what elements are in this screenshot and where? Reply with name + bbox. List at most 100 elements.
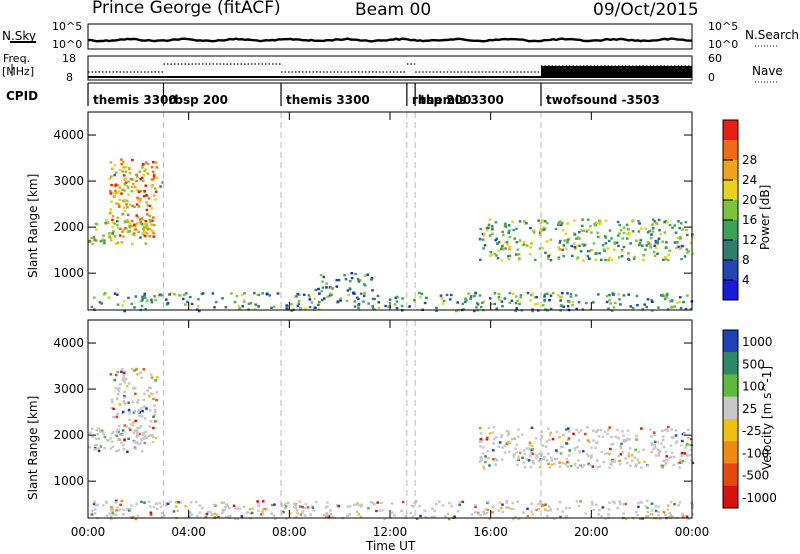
power-cell	[335, 278, 339, 282]
velocity-cell	[113, 378, 117, 382]
velocity-cell	[577, 439, 581, 442]
power-cell	[627, 252, 630, 255]
power-cell	[154, 161, 158, 164]
nave-tick-bottom: 0	[708, 71, 715, 84]
power-cell	[321, 286, 325, 289]
velocity-cell	[415, 499, 418, 503]
velocity-cell	[517, 517, 521, 521]
power-cell	[243, 292, 246, 295]
power-cell	[464, 297, 467, 300]
velocity-cell	[360, 505, 363, 508]
power-cell	[608, 299, 611, 302]
velocity-cell	[119, 508, 122, 511]
power-colorbar-tick-label: 28	[742, 153, 757, 167]
power-cell	[558, 241, 562, 244]
velocity-cell	[531, 461, 535, 464]
velocity-cell	[296, 511, 299, 515]
velocity-cell	[210, 513, 213, 516]
velocity-cell	[116, 412, 119, 416]
power-cell	[508, 247, 511, 251]
velocity-cell	[622, 512, 625, 515]
velocity-cell	[607, 513, 610, 516]
velocity-cell	[598, 509, 601, 512]
power-cell	[122, 300, 126, 303]
power-cell	[639, 239, 643, 242]
velocity-cell	[599, 428, 603, 432]
power-colorbar-tick-label: 20	[742, 193, 757, 207]
power-cell	[668, 249, 671, 252]
velocity-cell	[257, 502, 260, 505]
velocity-cell	[346, 505, 349, 508]
velocity-cell	[479, 445, 482, 448]
power-cell	[132, 182, 135, 186]
power-cell	[662, 294, 665, 298]
velocity-cell	[550, 456, 553, 459]
power-cell	[118, 198, 122, 201]
velocity-cell	[573, 448, 577, 451]
velocity-cell	[401, 500, 405, 504]
velocity-cell	[610, 435, 613, 439]
power-cell	[593, 224, 597, 227]
velocity-cell	[674, 429, 678, 432]
power-cell	[241, 305, 244, 308]
power-cell	[682, 300, 685, 304]
power-cell	[642, 258, 645, 262]
power-cell	[435, 309, 438, 312]
velocity-cell	[564, 463, 567, 466]
power-cell	[182, 293, 186, 297]
velocity-cell	[522, 511, 525, 514]
power-cell	[320, 289, 323, 293]
velocity-cell	[672, 456, 676, 459]
power-cell	[560, 295, 563, 298]
velocity-cell	[121, 429, 125, 432]
power-cell	[114, 183, 118, 186]
power-cell	[142, 174, 145, 177]
velocity-cell	[129, 516, 132, 519]
velocity-cell	[141, 434, 145, 437]
power-cell	[137, 190, 141, 193]
velocity-cell	[629, 464, 632, 467]
velocity-cell	[523, 466, 527, 469]
velocity-cell	[637, 450, 641, 453]
velocity-cell	[250, 511, 254, 515]
velocity-cell	[132, 387, 135, 390]
velocity-cell	[150, 376, 154, 379]
velocity-cell	[661, 465, 664, 468]
velocity-cell	[265, 508, 269, 511]
velocity-cell	[154, 420, 157, 423]
velocity-cell	[506, 441, 510, 444]
velocity-cell	[666, 429, 670, 433]
power-cell	[152, 194, 156, 197]
power-cell	[154, 198, 157, 201]
velocity-cell	[549, 509, 552, 512]
velocity-cell	[661, 435, 665, 438]
power-cell	[622, 245, 626, 249]
power-cell	[384, 304, 387, 308]
power-cell	[510, 299, 514, 302]
power-cell	[562, 305, 565, 308]
power-colorbar-tick-label: 24	[742, 173, 757, 187]
power-cell	[678, 227, 681, 230]
velocity-cell	[404, 515, 408, 518]
power-cell	[108, 177, 112, 180]
power-cell	[99, 240, 103, 243]
velocity-cell	[480, 458, 483, 461]
power-colorbar-swatch	[723, 140, 738, 160]
power-cell	[554, 227, 558, 231]
velocity-cell	[587, 454, 590, 458]
velocity-cell	[166, 502, 170, 506]
power-cell	[128, 222, 131, 225]
power-cell	[577, 231, 581, 234]
velocity-cell	[149, 420, 152, 423]
velocity-cell	[680, 461, 683, 465]
power-cell	[519, 296, 523, 299]
velocity-cell	[133, 392, 137, 395]
power-cell	[610, 309, 614, 312]
power-cell	[549, 294, 553, 297]
velocity-cell	[622, 434, 625, 437]
power-cell	[497, 292, 501, 296]
power-cell	[123, 221, 127, 224]
velocity-cell	[196, 514, 199, 518]
velocity-cell	[544, 508, 547, 511]
power-cell	[137, 205, 140, 208]
